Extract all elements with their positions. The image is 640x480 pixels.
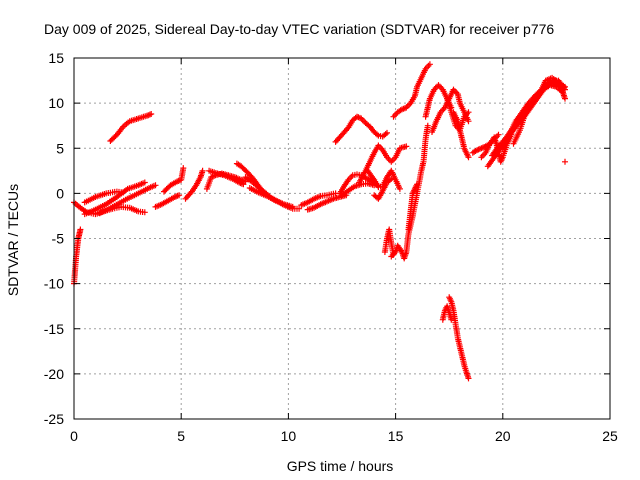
series-5 (96, 182, 159, 217)
x-tick-label: 0 (70, 428, 78, 444)
data-marker-path (96, 182, 159, 217)
series-1 (71, 226, 84, 287)
data-marker-path (381, 226, 397, 258)
series-39 (562, 158, 568, 165)
series-20 (356, 142, 410, 186)
data-marker-path (510, 82, 566, 147)
chart-title: Day 009 of 2025, Sidereal Day-to-day VTE… (44, 21, 554, 37)
y-tick-label: 10 (48, 95, 64, 111)
data-marker-path (562, 158, 568, 165)
data-marker-path (81, 179, 148, 218)
x-tick-label: 20 (495, 428, 511, 444)
y-tick-label: -10 (44, 276, 64, 292)
series-6 (107, 111, 155, 144)
data-marker-path (356, 142, 410, 186)
data-marker-path (405, 181, 420, 233)
data-marker-path (206, 167, 247, 188)
y-tick-label: -20 (44, 366, 64, 382)
series-4 (81, 179, 148, 218)
data-marker-path (81, 188, 127, 206)
data-marker-path (152, 192, 183, 210)
data-marker-path (107, 111, 155, 144)
series-11 (206, 167, 247, 188)
series-38 (510, 82, 566, 147)
x-axis-label: GPS time / hours (287, 458, 394, 474)
series-30 (444, 95, 472, 134)
data-marker-path (388, 122, 431, 262)
data-marker-path (161, 165, 187, 195)
axis-ticks: 0 5 10 15 20 25 -25 -20 -15 -10 -5 0 5 10 15 (44, 50, 618, 444)
data-marker-path (446, 294, 472, 382)
grid-lines (74, 58, 610, 419)
series-22 (371, 175, 395, 202)
data-marker-path (439, 303, 455, 323)
y-tick-label: 0 (56, 185, 64, 201)
series-31 (439, 303, 455, 323)
y-tick-label: -5 (52, 231, 65, 247)
series-15 (298, 190, 339, 209)
series-36 (484, 79, 568, 170)
data-marker-path (444, 95, 472, 134)
data-marker-path (71, 226, 84, 287)
series-7 (152, 192, 183, 210)
series-19 (332, 113, 390, 145)
data-marker-path (484, 79, 568, 170)
data-marker-path (390, 61, 433, 120)
series-24 (388, 122, 431, 262)
data-marker-path (246, 185, 296, 210)
series-23 (381, 226, 397, 258)
series-9 (182, 167, 206, 202)
x-tick-label: 15 (388, 428, 404, 444)
series-32 (446, 294, 472, 382)
series-14 (246, 185, 296, 210)
data-points (71, 61, 568, 382)
y-tick-label: -15 (44, 321, 64, 337)
data-marker-path (182, 167, 206, 202)
x-tick-label: 5 (177, 428, 185, 444)
series-25 (405, 181, 420, 233)
y-tick-label: 15 (48, 50, 64, 66)
x-tick-label: 25 (602, 428, 618, 444)
y-tick-label: 5 (56, 140, 64, 156)
series-8 (161, 165, 187, 195)
x-tick-label: 10 (281, 428, 297, 444)
data-marker-path (332, 113, 390, 145)
series-3 (81, 188, 127, 206)
data-marker-path (371, 175, 395, 202)
series-26 (390, 61, 433, 120)
y-axis-label: SDTVAR / TECUs (5, 184, 21, 296)
data-marker-path (298, 190, 339, 209)
y-tick-label: -25 (44, 411, 64, 427)
